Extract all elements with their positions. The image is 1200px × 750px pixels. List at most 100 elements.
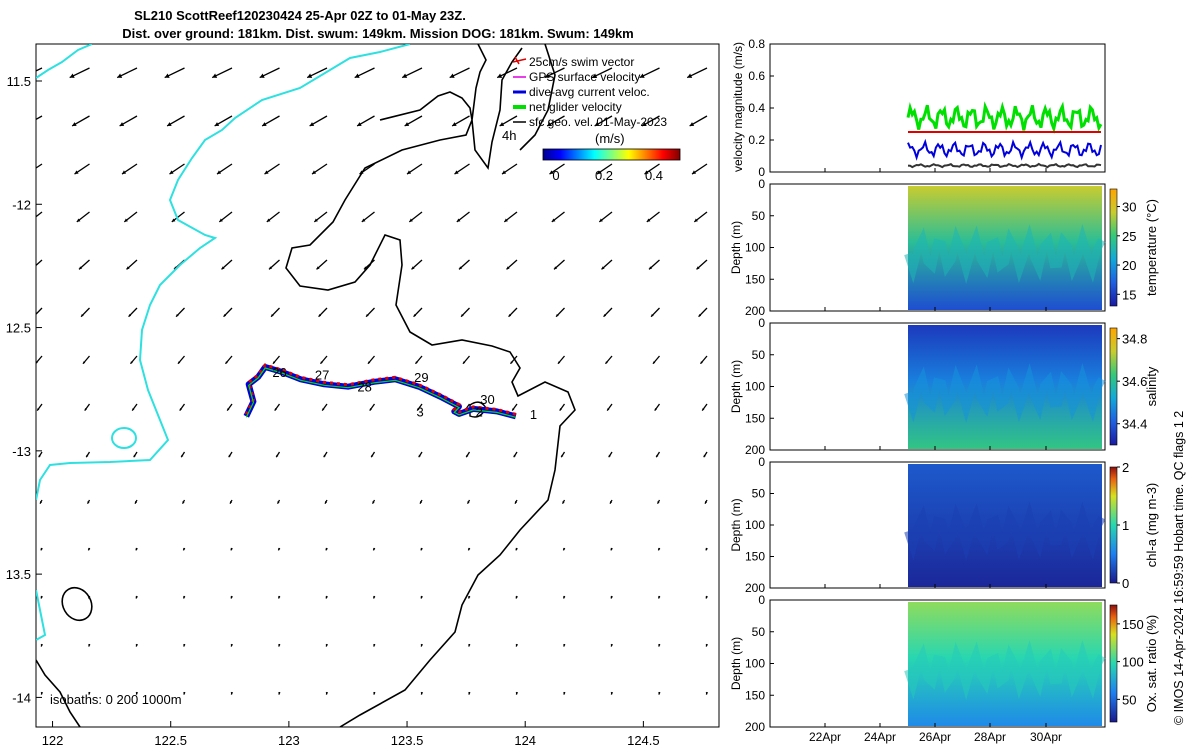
velocity-arrowhead bbox=[183, 596, 186, 599]
oxygen-cb-tick-label: 50 bbox=[1122, 692, 1136, 707]
velocity-arrowhead bbox=[135, 596, 138, 599]
velocity-arrowhead bbox=[597, 170, 602, 175]
velocity-arrowhead bbox=[367, 361, 371, 364]
velocity-arrowhead bbox=[373, 547, 376, 551]
legend-label-sfc: sfc geo. vel. 01-May-2023 bbox=[529, 115, 667, 129]
velocity-arrowhead bbox=[318, 314, 322, 317]
velocity-arrowhead bbox=[278, 547, 281, 551]
copyright-stamp: © IMOS 14-Apr-2024 16:59:59 Hobart time.… bbox=[1172, 410, 1186, 725]
velocity-arrowhead bbox=[698, 314, 702, 317]
velocity-arrowhead bbox=[415, 361, 418, 364]
velocity-arrowhead bbox=[497, 73, 503, 78]
velocity-arrowhead bbox=[87, 501, 90, 504]
velocity-arrowhead bbox=[325, 692, 329, 695]
velocity-y-tick-label: 0.6 bbox=[748, 69, 765, 83]
temperature-cb-label: temperature (°C) bbox=[1144, 199, 1159, 296]
salinity-y-tick-label: 0 bbox=[758, 316, 765, 330]
velocity-arrowhead bbox=[135, 692, 139, 695]
velocity-arrowhead bbox=[371, 454, 374, 458]
map-colorbar bbox=[542, 148, 681, 161]
isobath-lines bbox=[36, 44, 576, 727]
salinity-y-tick-label: 50 bbox=[752, 348, 766, 362]
velocity-arrowhead bbox=[228, 454, 231, 458]
map-y-tick-label: -14 bbox=[12, 690, 31, 705]
velocity-arrowhead bbox=[230, 547, 233, 551]
velocity-arrowhead bbox=[467, 501, 470, 504]
velocity-arrowhead bbox=[266, 218, 271, 222]
day-label: 26 bbox=[272, 365, 286, 380]
velocity-arrowhead bbox=[219, 218, 223, 222]
velocity-arrowhead bbox=[135, 501, 138, 504]
velocity-arrowhead bbox=[610, 644, 614, 647]
velocity-arrowhead bbox=[705, 596, 708, 599]
velocity-arrowhead bbox=[36, 361, 38, 364]
chl-cb-tick-label: 0 bbox=[1122, 576, 1129, 591]
oxygen-cb-label: Ox. sat. ratio (%) bbox=[1144, 615, 1159, 713]
chl-y-tick-label: 200 bbox=[745, 581, 765, 595]
chl-y-tick-label: 150 bbox=[745, 550, 765, 564]
coastline bbox=[36, 44, 411, 641]
velocity-arrowhead bbox=[658, 644, 661, 647]
salinity-y-tick-label: 150 bbox=[745, 411, 765, 425]
velocity-arrowhead bbox=[700, 361, 703, 364]
legend-label-gps: GPS surface velocity bbox=[529, 70, 640, 84]
velocity-y-tick-label: 0.2 bbox=[748, 133, 765, 147]
velocity-arrowhead bbox=[402, 73, 408, 78]
velocity-arrowhead bbox=[456, 218, 461, 222]
velocity-arrowhead bbox=[462, 361, 466, 364]
velocity-arrowhead bbox=[651, 314, 654, 317]
velocity-arrow bbox=[36, 115, 43, 121]
velocity-arrow bbox=[36, 67, 43, 72]
velocity-arrowhead bbox=[316, 266, 320, 270]
velocity-arrow bbox=[36, 211, 43, 218]
salinity-cb-label: salinity bbox=[1144, 366, 1159, 406]
chl-y-tick-label: 50 bbox=[752, 487, 766, 501]
velocity-arrowhead bbox=[603, 314, 607, 317]
velocity-arrowhead bbox=[468, 644, 471, 647]
velocity-arrowhead bbox=[361, 218, 366, 222]
salinity-colorbar bbox=[1109, 327, 1118, 446]
day-label: 3 bbox=[416, 404, 423, 419]
velocity-arrowhead bbox=[40, 644, 44, 647]
velocity-arrowhead bbox=[420, 501, 423, 504]
velocity-series-line bbox=[907, 162, 1102, 169]
velocity-arrowhead bbox=[420, 644, 424, 647]
velocity-arrowhead bbox=[696, 266, 700, 270]
oxygen-y-tick-label: 150 bbox=[745, 688, 765, 702]
velocity-arrowhead bbox=[601, 266, 605, 270]
temperature-y-label: Depth (m) bbox=[729, 221, 743, 274]
velocity-y-label: velocity magnitude (m/s) bbox=[731, 42, 745, 172]
velocity-arrowhead bbox=[86, 454, 89, 458]
velocity-arrowhead bbox=[642, 122, 647, 126]
velocity-arrowhead bbox=[563, 596, 566, 599]
map-axes-frame bbox=[35, 43, 720, 728]
oxygen-texture bbox=[904, 639, 1106, 700]
velocity-arrowhead bbox=[372, 501, 375, 504]
isobath-loop bbox=[61, 586, 93, 622]
velocity-arrowhead bbox=[411, 266, 415, 270]
isobaths-label: isobaths: 0 200 1000m bbox=[50, 692, 182, 707]
velocity-arrowhead bbox=[225, 361, 228, 364]
time-tick-label: 28Apr bbox=[974, 730, 1006, 744]
velocity-arrowhead bbox=[325, 547, 328, 551]
velocity-arrowhead bbox=[230, 596, 233, 599]
velocity-arrowhead bbox=[610, 692, 614, 695]
velocity-arrowhead bbox=[38, 454, 41, 458]
velocity-arrowhead bbox=[499, 122, 505, 126]
velocity-arrowhead bbox=[515, 692, 519, 695]
velocity-arrowhead bbox=[515, 644, 519, 647]
velocity-arrowhead bbox=[230, 501, 233, 504]
velocity-series-line bbox=[906, 101, 1103, 134]
velocity-arrowhead bbox=[320, 361, 323, 364]
temperature-cb-tick-label: 30 bbox=[1122, 200, 1136, 215]
velocity-arrowhead bbox=[549, 170, 554, 175]
velocity-arrowhead bbox=[563, 547, 566, 551]
colorbar-unit: (m/s) bbox=[595, 131, 625, 146]
velocity-arrowhead bbox=[658, 596, 661, 599]
velocity-arrowhead bbox=[40, 596, 43, 599]
velocity-arrowhead bbox=[171, 218, 176, 222]
velocity-arrowhead bbox=[36, 315, 37, 316]
velocity-arrowhead bbox=[705, 644, 709, 647]
velocity-arrowhead bbox=[135, 644, 139, 647]
velocity-arrowhead bbox=[262, 122, 267, 126]
